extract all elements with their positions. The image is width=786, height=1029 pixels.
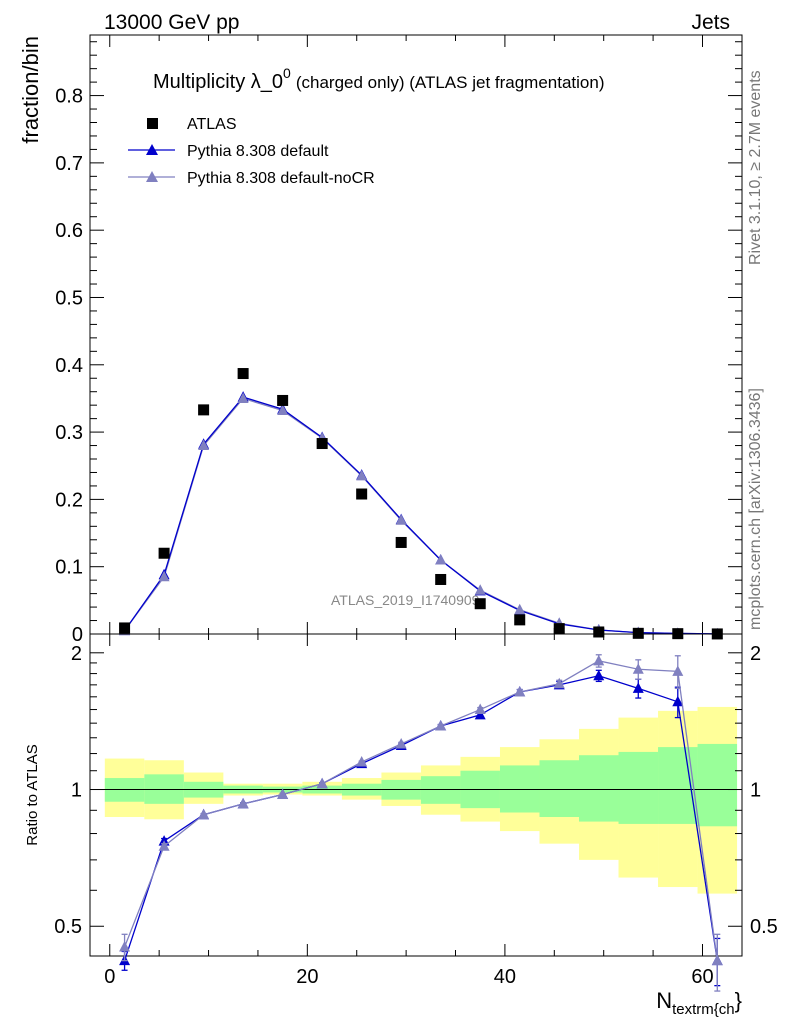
ratio-y-tick-label: 0.5 (54, 916, 82, 938)
point-atlas (553, 623, 565, 635)
ratio-frame (89, 633, 743, 957)
point-nocr (356, 469, 368, 481)
ratio-plot-area: 0 20 40 60 0.5 0.5 1 1 2 2 (54, 633, 778, 992)
watermark: ATLAS_2019_I1740909 (331, 592, 480, 608)
ratio-band-stat (579, 755, 619, 822)
ratio-band-stat (539, 760, 579, 817)
y-tick-label: 0.1 (55, 557, 83, 579)
point-nocr (198, 439, 210, 451)
x-label-subscript: textrm{ch (672, 1001, 735, 1018)
header-right: Jets (691, 11, 730, 34)
point-atlas (356, 488, 368, 500)
y-tick-label: 0.5 (55, 287, 83, 309)
legend-marker-nocr (146, 171, 158, 182)
ratio-point-nocr (553, 677, 565, 689)
ratio-line-nocr (123, 660, 718, 961)
ratio-point-nocr (672, 665, 684, 676)
ratio-point-nocr (632, 663, 644, 674)
y-tick-label: 0.6 (55, 220, 83, 242)
ratio-point-nocr (237, 797, 249, 809)
ratio-point-default (632, 682, 644, 693)
ratio-band-stat (499, 765, 540, 813)
x-tick-label: 40 (494, 966, 516, 988)
point-atlas (474, 598, 486, 610)
x-tick-label: 60 (691, 966, 713, 988)
title-rest: (charged only) (ATLAS jet fragmentation) (296, 73, 605, 92)
series-line-default (124, 396, 718, 635)
x-tick-label: 20 (296, 966, 318, 988)
point-nocr (158, 570, 170, 582)
y-tick-label: 0.2 (55, 489, 83, 511)
legend: ATLAS Pythia 8.308 default Pythia 8.308 … (128, 116, 375, 187)
x-tick-label: 0 (104, 966, 115, 988)
ratio-y-tick-label: 2 (71, 643, 82, 665)
ratio-point-nocr (277, 788, 289, 800)
point-atlas (198, 404, 210, 416)
ratio-point-nocr (514, 685, 526, 697)
ratio-point-nocr (158, 840, 170, 851)
point-atlas (435, 573, 447, 585)
ratio-band-stat (658, 747, 698, 824)
ratio-point-default (474, 708, 486, 720)
ratio-point-nocr (435, 719, 447, 731)
ratio-point-default (672, 695, 684, 707)
header-left: 13000 GeV pp (104, 11, 239, 34)
ratio-point-nocr (395, 737, 407, 749)
x-label-main: N (656, 988, 672, 1013)
point-atlas (237, 368, 249, 380)
legend-label-default: Pythia 8.308 default (187, 143, 329, 160)
title-superscript: 0 (283, 65, 291, 81)
y-tick-label: 0.3 (55, 422, 83, 444)
ratio-y-tick-label-right: 1 (750, 780, 761, 802)
y-tick-label: 0 (72, 624, 83, 646)
ratio-point-nocr (119, 941, 131, 952)
point-nocr (514, 603, 526, 615)
ratio-y-label: Ratio to ATLAS (24, 744, 41, 845)
point-atlas (316, 438, 328, 450)
point-atlas (277, 394, 289, 406)
x-axis-label: Ntextrm{ch} (656, 988, 742, 1018)
x-label-suffix: } (735, 988, 742, 1013)
ratio-band-stat (697, 743, 738, 827)
point-atlas (119, 622, 131, 634)
ratio-y-tick-label: 1 (71, 780, 82, 802)
point-nocr (277, 404, 289, 416)
main-plot-title: Multiplicity λ_00 (charged only) (ATLAS j… (153, 65, 605, 93)
legend-marker-default (146, 144, 158, 155)
ratio-point-nocr (356, 755, 368, 767)
main-y-label: fraction/bin (18, 36, 43, 144)
point-atlas (514, 614, 526, 626)
point-atlas (395, 536, 407, 548)
side-label-mcplots: mcplots.cern.ch [arXiv:1306.3436] (747, 388, 764, 630)
ratio-point-nocr (316, 777, 328, 789)
ratio-point-nocr (711, 954, 723, 966)
ratio-point-default (593, 669, 605, 681)
point-nocr (395, 514, 407, 525)
ratio-point-nocr (198, 808, 210, 820)
y-tick-label: 0.4 (55, 355, 83, 377)
point-atlas (593, 626, 605, 638)
ratio-point-nocr (474, 703, 486, 715)
point-nocr (435, 553, 447, 565)
legend-label-nocr: Pythia 8.308 default-noCR (187, 170, 375, 187)
y-tick-label: 0.8 (55, 86, 83, 108)
ratio-y-tick-label-right: 2 (750, 643, 761, 665)
y-tick-label: 0.7 (55, 153, 83, 175)
point-atlas (158, 547, 170, 559)
ratio-band-stat (618, 751, 659, 824)
ratio-y-tick-label-right: 0.5 (750, 916, 778, 938)
side-label-rivet: Rivet 3.1.10, ≥ 2.7M events (747, 70, 764, 265)
legend-label-atlas: ATLAS (187, 116, 237, 133)
title-main: Multiplicity λ_0 (153, 71, 283, 93)
ratio-point-nocr (593, 654, 605, 666)
point-nocr (237, 392, 249, 403)
legend-marker-atlas (147, 118, 158, 129)
point-atlas (632, 627, 644, 639)
point-nocr (474, 584, 486, 595)
